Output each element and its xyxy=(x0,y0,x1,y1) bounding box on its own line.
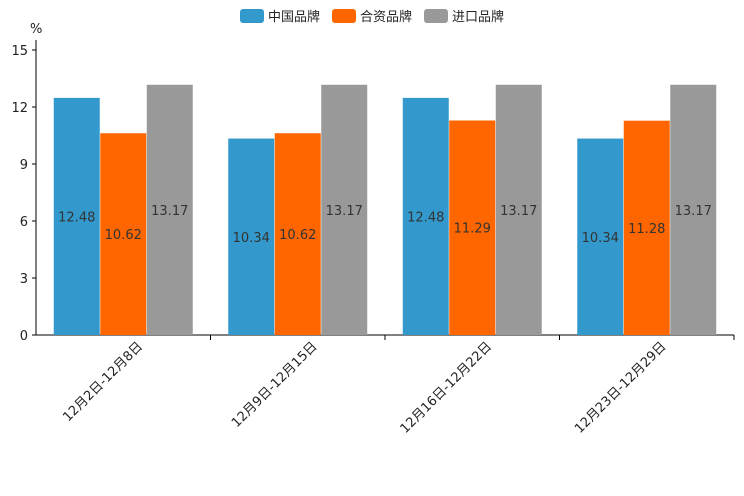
bar-value-label: 13.17 xyxy=(675,204,712,219)
y-tick-label: 6 xyxy=(20,215,28,230)
bar-0-3 xyxy=(577,138,624,335)
bar-value-label: 10.62 xyxy=(279,228,316,243)
x-tick-label: 12月16日-12月22日 xyxy=(398,339,495,436)
bar-2-1 xyxy=(321,84,368,336)
bar-2-2 xyxy=(495,84,542,336)
legend-swatch-import xyxy=(424,8,448,23)
bar-value-label: 11.29 xyxy=(454,222,491,237)
bar-0-1 xyxy=(228,138,275,335)
bar-value-label: 11.28 xyxy=(628,222,665,237)
legend-item-import[interactable]: 进口品牌 xyxy=(424,6,504,25)
legend-label-import: 进口品牌 xyxy=(452,10,505,25)
bar-0-0 xyxy=(53,97,100,335)
y-tick-label: 9 xyxy=(20,158,28,173)
bar-value-label: 13.17 xyxy=(326,204,363,219)
bar-1-0 xyxy=(100,133,147,335)
bar-value-label: 10.34 xyxy=(233,231,270,246)
bar-0-2 xyxy=(402,97,449,335)
bar-2-0 xyxy=(146,84,193,336)
y-tick-label: 3 xyxy=(20,272,28,287)
y-axis-unit: % xyxy=(30,22,43,37)
y-tick-label: 15 xyxy=(11,44,28,59)
y-tick-label: 12 xyxy=(11,101,28,116)
bar-value-label: 13.17 xyxy=(500,204,537,219)
legend-swatch-joint xyxy=(331,8,356,23)
legend: 中国品牌 合资品牌 进口品牌 xyxy=(0,6,744,25)
legend-swatch-china xyxy=(239,8,264,23)
y-tick-label: 0 xyxy=(20,329,28,344)
bar-value-label: 10.34 xyxy=(582,231,619,246)
bar-value-label: 10.62 xyxy=(105,228,142,243)
bar-1-1 xyxy=(274,133,321,335)
bar-1-2 xyxy=(449,120,496,336)
x-tick-label: 12月2日-12月8日 xyxy=(60,339,146,425)
legend-label-china: 中国品牌 xyxy=(267,10,320,25)
x-tick-label: 12月9日-12月15日 xyxy=(229,339,321,431)
x-tick-label: 12月23日-12月29日 xyxy=(572,339,669,436)
legend-item-china[interactable]: 中国品牌 xyxy=(239,6,320,25)
legend-label-joint: 合资品牌 xyxy=(359,10,412,25)
bar-2-3 xyxy=(670,84,717,336)
bar-value-label: 12.48 xyxy=(58,210,95,225)
bar-value-label: 12.48 xyxy=(407,210,444,225)
bar-1-3 xyxy=(623,120,670,336)
legend-item-joint[interactable]: 合资品牌 xyxy=(331,6,412,25)
bar-value-label: 13.17 xyxy=(151,204,188,219)
